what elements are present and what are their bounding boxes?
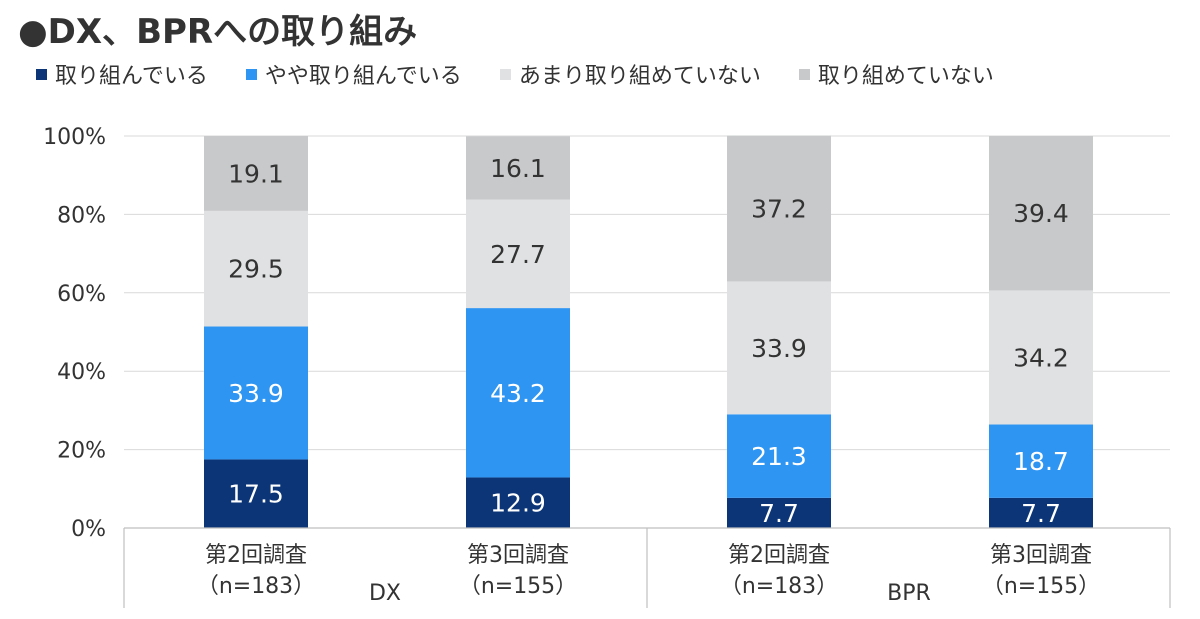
bar-segment <box>989 497 1093 528</box>
bar-segment <box>466 199 570 309</box>
bar-segment <box>989 290 1093 425</box>
legend-item: あまり取り組めていない <box>499 58 761 90</box>
bar-segment <box>204 459 308 528</box>
legend-item: 取り組めていない <box>798 58 994 90</box>
bar-segment <box>727 135 831 282</box>
data-label: 7.7 <box>1021 499 1061 528</box>
data-label: 21.3 <box>751 442 807 471</box>
bar-segment <box>466 477 570 528</box>
x-tick-label: （n=155） <box>982 574 1100 599</box>
data-label: 18.7 <box>1013 447 1069 476</box>
legend-swatch <box>36 68 47 80</box>
bar-segment <box>466 136 570 200</box>
data-label: 17.5 <box>228 480 284 509</box>
legend-item: 取り組んでいる <box>36 58 208 90</box>
data-label: 37.2 <box>751 195 807 224</box>
x-tick-label: 第3回調査 <box>467 543 569 568</box>
data-label: 12.9 <box>490 489 546 518</box>
group-label: DX <box>369 581 401 606</box>
bar-segment <box>204 210 308 327</box>
bar-segment <box>466 308 570 478</box>
legend-swatch <box>499 68 511 80</box>
chart-title: ●DX、BPRへの取り組み <box>18 12 418 52</box>
data-label: 16.1 <box>490 154 546 183</box>
x-tick-label: （n=183） <box>197 574 315 599</box>
x-tick-label: 第2回調査 <box>205 543 307 568</box>
y-tick-label: 60% <box>57 282 106 307</box>
legend: 取り組んでいる やや取り組んでいる あまり取り組めていない 取り組めていない <box>36 58 1032 90</box>
bar-segment <box>204 136 308 211</box>
bar-segment <box>989 424 1093 498</box>
y-tick-label: 0% <box>71 517 106 542</box>
y-tick-label: 100% <box>43 125 106 150</box>
data-label: 33.9 <box>751 334 807 363</box>
x-tick-label: 第3回調査 <box>990 543 1092 568</box>
data-label: 33.9 <box>228 379 284 408</box>
data-label: 29.5 <box>228 255 284 284</box>
data-label: 7.7 <box>759 499 799 528</box>
bar-segment <box>989 136 1093 291</box>
legend-label: 取り組んでいる <box>55 64 208 89</box>
y-tick-label: 40% <box>57 360 106 385</box>
legend-swatch <box>245 68 257 80</box>
group-label: BPR <box>887 581 931 606</box>
x-tick-label: （n=155） <box>459 574 577 599</box>
legend-item: やや取り組んでいる <box>245 58 462 90</box>
y-tick-label: 20% <box>57 439 106 464</box>
bar-segment <box>204 326 308 460</box>
legend-label: あまり取り組めていない <box>518 64 761 89</box>
x-tick-label: （n=183） <box>720 574 838 599</box>
data-label: 39.4 <box>1013 199 1069 228</box>
legend-label: 取り組めていない <box>817 64 994 89</box>
data-label: 19.1 <box>228 159 284 188</box>
data-label: 34.2 <box>1013 343 1069 372</box>
bar-segment <box>727 414 831 498</box>
legend-label: やや取り組んでいる <box>264 64 462 89</box>
data-label: 43.2 <box>490 379 546 408</box>
bar-segment <box>727 497 831 528</box>
data-label: 27.7 <box>490 240 546 269</box>
legend-swatch <box>798 68 810 80</box>
bar-segment <box>727 281 831 415</box>
x-tick-label: 第2回調査 <box>728 543 830 568</box>
y-tick-label: 80% <box>57 203 106 228</box>
